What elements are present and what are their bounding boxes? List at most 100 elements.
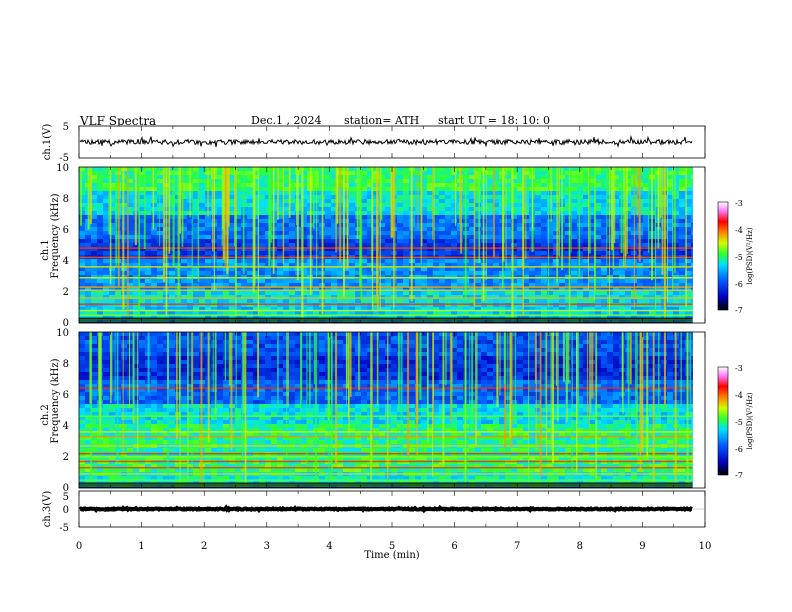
spectrogram-cell xyxy=(577,251,584,256)
spectrogram-cell xyxy=(193,211,200,216)
spectrogram-cell xyxy=(445,251,452,256)
spectrogram-cell xyxy=(421,271,428,276)
spectrogram-cell xyxy=(475,207,482,212)
spectrogram-cell xyxy=(271,287,278,292)
spectrogram-cell xyxy=(427,303,434,308)
spectrogram-cell xyxy=(583,227,590,232)
spectrogram-cell xyxy=(301,231,308,236)
spectrogram-cell xyxy=(577,191,584,196)
spectrogram-cell xyxy=(643,235,650,240)
spectrogram-cell xyxy=(127,424,134,429)
spectrogram-cell xyxy=(109,424,116,429)
spectrogram-cell xyxy=(283,295,290,300)
spectrogram-cell xyxy=(193,368,200,373)
spectrogram-cell xyxy=(157,243,164,248)
spectrogram-cell xyxy=(175,440,182,445)
spectrogram-cell xyxy=(247,279,254,284)
spectrogram-cell xyxy=(265,251,272,256)
spectrogram-cell xyxy=(259,267,266,272)
spectrogram-cell xyxy=(553,227,560,232)
spectrogram-cell xyxy=(583,183,590,188)
spectrogram-cell xyxy=(157,384,164,389)
spectrogram-cell xyxy=(361,291,368,296)
spectrogram-cell xyxy=(511,319,518,324)
spectrogram-cell xyxy=(469,191,476,196)
spectrogram-cell xyxy=(103,408,110,413)
spectrogram-cell xyxy=(601,203,608,208)
spectrogram-cell xyxy=(157,380,164,385)
spectrogram-cell xyxy=(553,203,560,208)
spectrogram-cell xyxy=(535,207,542,212)
spectrogram-cell xyxy=(247,259,254,264)
spectrogram-cell xyxy=(625,307,632,312)
spectrogram-cell xyxy=(595,223,602,228)
spectrogram-cell xyxy=(553,315,560,320)
spectrogram-cell xyxy=(79,360,86,365)
spectrogram-cell xyxy=(229,311,236,316)
spectrogram-cell xyxy=(385,303,392,308)
spectrogram-cell xyxy=(91,203,98,208)
spectrogram-cell xyxy=(157,175,164,180)
spectrogram-cell xyxy=(445,247,452,252)
spectrogram-cell xyxy=(625,267,632,272)
spectrogram-cell xyxy=(571,243,578,248)
spectrogram-cell xyxy=(157,480,164,485)
spectrogram-cell xyxy=(553,199,560,204)
spectrogram-cell xyxy=(565,195,572,200)
spectrogram-cell xyxy=(109,404,116,409)
spectrogram-cell xyxy=(439,179,446,184)
spectrogram-cell xyxy=(301,191,308,196)
spectrogram-cell xyxy=(577,223,584,228)
spectrogram-cell xyxy=(505,303,512,308)
spectrogram-cell xyxy=(103,191,110,196)
spectrogram-cell xyxy=(79,376,86,381)
spectrogram-cell xyxy=(103,267,110,272)
spectrogram-cell xyxy=(253,191,260,196)
spectrogram-cell xyxy=(373,319,380,324)
spectrogram-cell xyxy=(139,259,146,264)
spectrogram-cell xyxy=(85,376,92,381)
spectrogram-cell xyxy=(541,251,548,256)
spectrogram-cell xyxy=(679,295,686,300)
spectrogram-cell xyxy=(517,303,524,308)
spectrogram-cell xyxy=(103,319,110,324)
spectrogram-cell xyxy=(493,207,500,212)
spectrogram-cell xyxy=(673,271,680,276)
spectrogram-cell xyxy=(91,368,98,373)
spectrogram-cell xyxy=(433,175,440,180)
spectrogram-cell xyxy=(91,311,98,316)
spectrogram-cell xyxy=(181,307,188,312)
spectrogram-cell xyxy=(79,243,86,248)
spectrogram-cell xyxy=(481,303,488,308)
spectrogram-cell xyxy=(379,291,386,296)
spectrogram-cell xyxy=(367,303,374,308)
spectrogram-cell xyxy=(229,263,236,268)
spectrogram-cell xyxy=(679,283,686,288)
spectrogram-cell xyxy=(325,283,332,288)
spectrogram-cell xyxy=(361,287,368,292)
spectrogram-cell xyxy=(91,191,98,196)
spectrogram-cell xyxy=(91,199,98,204)
spectrogram-cell xyxy=(565,283,572,288)
spectrogram-cell xyxy=(685,243,692,248)
spectrogram-cell xyxy=(169,247,176,252)
spectrogram-cell xyxy=(259,219,266,224)
spectrogram-cell xyxy=(469,295,476,300)
spectrogram-cell xyxy=(157,436,164,441)
spectrogram-cell xyxy=(427,315,434,320)
spectrogram-cell xyxy=(337,287,344,292)
spectrogram-cell xyxy=(349,211,356,216)
spectrogram-cell xyxy=(361,179,368,184)
spectrogram-cell xyxy=(115,484,122,489)
spectrogram-cell xyxy=(583,179,590,184)
spectrogram-cell xyxy=(691,287,693,292)
spectrogram-cell xyxy=(133,315,140,320)
spectrogram-cell xyxy=(433,199,440,204)
spectrogram-cell xyxy=(265,299,272,304)
spectrogram-cell xyxy=(517,307,524,312)
spectrogram-cell xyxy=(565,267,572,272)
spectrogram-cell xyxy=(475,243,482,248)
spectrogram-cell xyxy=(607,251,614,256)
spectrogram-cell xyxy=(511,223,518,228)
spectrogram-cell xyxy=(667,195,674,200)
